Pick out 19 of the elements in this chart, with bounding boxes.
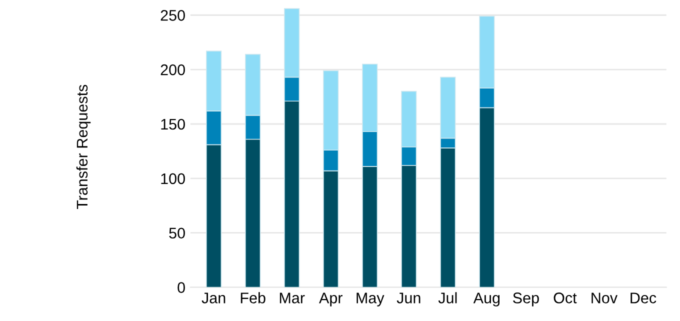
x-tick-label: Oct — [554, 292, 577, 304]
y-tick-label: 150 — [161, 118, 185, 130]
y-axis-title: Transfer Requests — [76, 84, 91, 210]
x-tick-label: Aug — [473, 292, 500, 306]
x-tick-label: Jan — [202, 292, 226, 304]
y-tick-label: 50 — [169, 228, 185, 239]
x-tick-label: Jun — [396, 292, 420, 304]
x-tick-label: Jul — [438, 292, 457, 304]
x-tick-label: Feb — [240, 292, 266, 304]
y-tick-label: 250 — [160, 10, 185, 21]
x-tick-label: Mar — [280, 292, 305, 304]
x-tick-label: Sep — [513, 292, 539, 306]
y-tick-label: 200 — [160, 64, 185, 76]
x-tick-label: Nov — [592, 292, 618, 304]
x-tick-label: May — [356, 292, 384, 306]
x-tick-label: Apr — [319, 292, 342, 306]
y-tick-label: 100 — [161, 173, 185, 184]
y-tick-label: 0 — [178, 282, 185, 293]
x-tick-label: Dec — [630, 292, 656, 304]
